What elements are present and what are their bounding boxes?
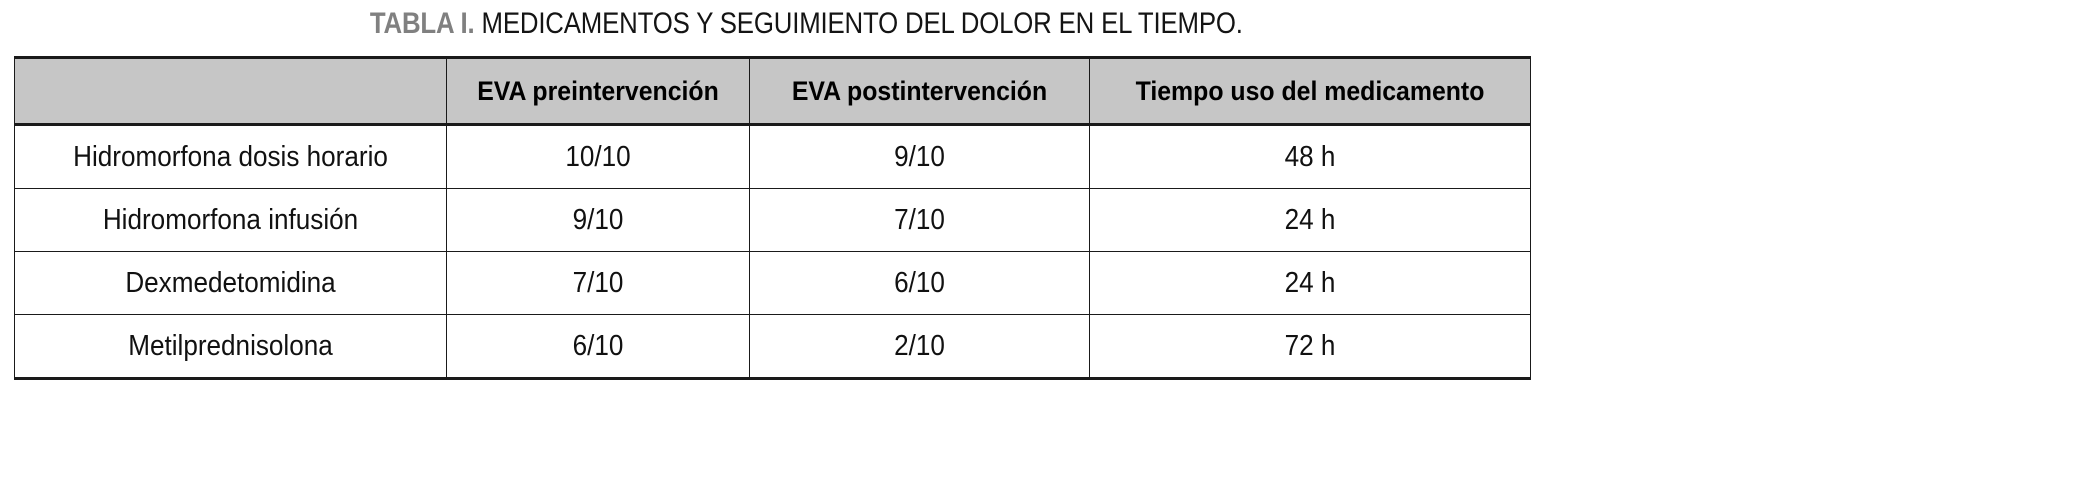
cell-medicamento-text: Hidromorfona dosis horario — [73, 140, 388, 173]
column-header-eva-post-label: EVA postintervención — [791, 75, 1048, 106]
cell-eva-post: 2/10 — [749, 314, 1090, 380]
cell-eva-post-text: 7/10 — [894, 203, 945, 236]
table-caption: TABLA I. MEDICAMENTOS Y SEGUIMIENTO DEL … — [58, 2, 1554, 46]
table-row: Hidromorfona infusión 9/10 7/10 24 h — [14, 188, 1531, 252]
column-header-tiempo: Tiempo uso del medicamento — [1089, 56, 1531, 126]
cell-eva-pre: 7/10 — [446, 251, 750, 315]
cell-tiempo-text: 24 h — [1284, 203, 1336, 236]
cell-eva-pre-text: 7/10 — [572, 266, 624, 299]
cell-eva-post-text: 9/10 — [894, 140, 945, 173]
cell-eva-post: 6/10 — [749, 251, 1090, 315]
cell-eva-pre-text: 9/10 — [572, 203, 624, 236]
cell-eva-pre: 6/10 — [446, 314, 750, 380]
cell-tiempo-text: 24 h — [1284, 266, 1336, 299]
table-row: Dexmedetomidina 7/10 6/10 24 h — [14, 251, 1531, 315]
cell-eva-post: 9/10 — [749, 124, 1090, 189]
column-header-eva-pre-label: EVA preintervención — [477, 75, 719, 106]
table-body: Hidromorfona dosis horario 10/10 9/10 48… — [14, 124, 1531, 380]
medication-pain-table: EVA preintervención EVA postintervención… — [14, 56, 1531, 380]
cell-eva-pre: 9/10 — [446, 188, 750, 252]
cell-medicamento-text: Metilprednisolona — [128, 329, 333, 362]
table-row: Hidromorfona dosis horario 10/10 9/10 48… — [14, 124, 1531, 189]
column-header-tiempo-label: Tiempo uso del medicamento — [1135, 75, 1485, 106]
cell-medicamento: Hidromorfona dosis horario — [14, 124, 447, 189]
cell-tiempo-text: 48 h — [1284, 140, 1336, 173]
table-header: EVA preintervención EVA postintervención… — [14, 56, 1531, 126]
cell-eva-pre-text: 10/10 — [565, 140, 631, 173]
cell-medicamento-text: Dexmedetomidina — [125, 266, 336, 299]
cell-tiempo: 48 h — [1089, 124, 1531, 189]
cell-medicamento: Metilprednisolona — [14, 314, 447, 380]
cell-medicamento: Hidromorfona infusión — [14, 188, 447, 252]
cell-eva-pre-text: 6/10 — [572, 329, 624, 362]
table-caption-label: TABLA I. — [369, 7, 475, 40]
cell-medicamento-text: Hidromorfona infusión — [102, 203, 359, 236]
cell-tiempo: 72 h — [1089, 314, 1531, 380]
cell-tiempo-text: 72 h — [1284, 329, 1336, 362]
column-header-eva-post: EVA postintervención — [749, 56, 1090, 126]
column-header-eva-pre: EVA preintervención — [446, 56, 750, 126]
cell-medicamento: Dexmedetomidina — [14, 251, 447, 315]
cell-eva-pre: 10/10 — [446, 124, 750, 189]
cell-eva-post-text: 2/10 — [894, 329, 945, 362]
table-header-row: EVA preintervención EVA postintervención… — [14, 56, 1531, 126]
table-row: Metilprednisolona 6/10 2/10 72 h — [14, 314, 1531, 380]
table-caption-text: MEDICAMENTOS Y SEGUIMIENTO DEL DOLOR EN … — [474, 7, 1243, 40]
cell-tiempo: 24 h — [1089, 188, 1531, 252]
column-header-medicamento — [14, 56, 447, 126]
cell-eva-post-text: 6/10 — [894, 266, 945, 299]
cell-eva-post: 7/10 — [749, 188, 1090, 252]
cell-tiempo: 24 h — [1089, 251, 1531, 315]
